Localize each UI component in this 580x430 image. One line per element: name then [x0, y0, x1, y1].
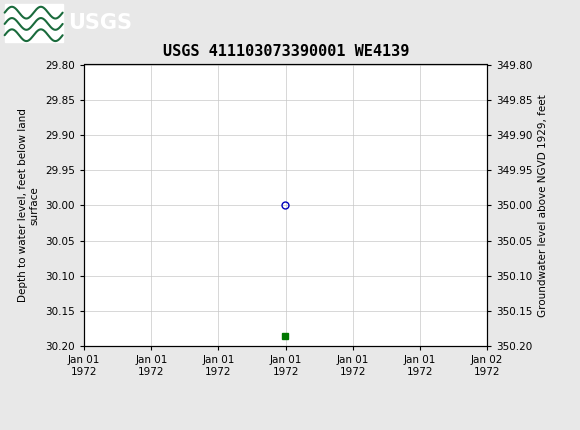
- Y-axis label: Groundwater level above NGVD 1929, feet: Groundwater level above NGVD 1929, feet: [538, 94, 548, 317]
- Bar: [5, 3, 63, 42]
- Text: USGS 411103073390001 WE4139: USGS 411103073390001 WE4139: [163, 44, 409, 59]
- Text: USGS: USGS: [68, 12, 132, 33]
- Y-axis label: Depth to water level, feet below land
surface: Depth to water level, feet below land su…: [18, 108, 39, 302]
